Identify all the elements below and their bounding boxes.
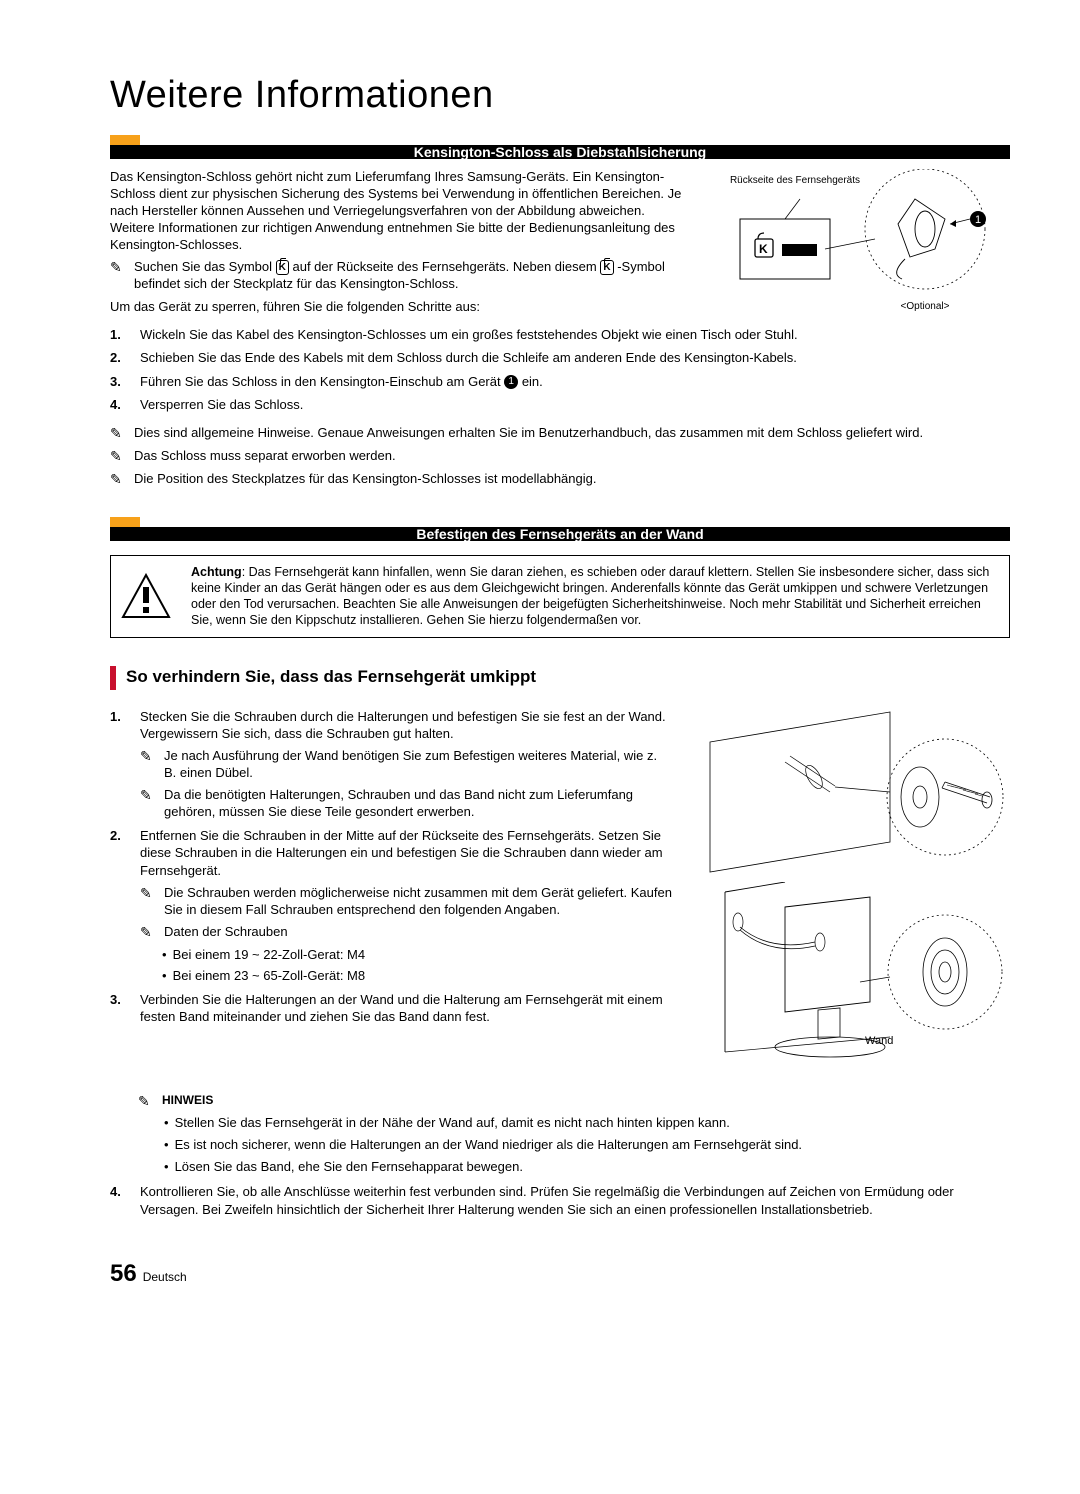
note-icon: ✎: [138, 1092, 156, 1111]
note-dowel: ✎Je nach Ausführung der Wand benötigen S…: [140, 747, 672, 782]
svg-text:K: K: [759, 242, 768, 256]
svg-text:<Optional>: <Optional>: [901, 301, 950, 312]
section-heading-text: Befestigen des Fernsehgeräts an der Wand: [110, 527, 1010, 541]
sec1-intro: Das Kensington-Schloss gehört nicht zum …: [110, 169, 692, 253]
svg-text:1: 1: [975, 214, 981, 226]
callout-1-icon: 1: [504, 375, 518, 389]
note-symbol-location: ✎ Suchen Sie das Symbol K auf der Rückse…: [110, 258, 692, 293]
section-heading-kensington: Kensington-Schloss als Diebstahlsicherun…: [110, 135, 1010, 159]
sec1-lead: Um das Gerät zu sperren, führen Sie die …: [110, 299, 692, 316]
section-heading-text: Kensington-Schloss als Diebstahlsicherun…: [110, 145, 1010, 159]
warning-text: Achtung: Das Fernsehgerät kann hinfallen…: [181, 556, 1009, 637]
note-screws-not-included: ✎Die Schrauben werden möglicherweise nic…: [140, 884, 672, 919]
step-3: 3. Führen Sie das Schloss in den Kensing…: [110, 373, 1010, 391]
chapter-title: Weitere Informationen: [110, 70, 1010, 121]
step3-3: 3. Verbinden Sie die Halterungen an der …: [110, 991, 672, 1026]
step3-4: 4.Kontrollieren Sie, ob alle Anschlüsse …: [110, 1183, 1010, 1218]
bullet-m4: •Bei einem 19 ~ 22-Zoll-Gerat: M4: [140, 946, 672, 964]
subsection-heading-tipover: So verhindern Sie, dass das Fernsehgerät…: [110, 666, 1010, 690]
step-4: 4.Versperren Sie das Schloss.: [110, 396, 1010, 414]
section-heading-wall: Befestigen des Fernsehgeräts an der Wand: [110, 517, 1010, 541]
note-general: ✎Dies sind allgemeine Hinweise. Genaue A…: [110, 424, 1010, 443]
note-icon: ✎: [140, 786, 158, 821]
note-screw-data: ✎Daten der Schrauben: [140, 923, 672, 942]
hinweis-c: •Lösen Sie das Band, ehe Sie den Fernseh…: [110, 1158, 1010, 1176]
wall-mount-diagram-2: Wand: [690, 882, 1010, 1082]
kensington-symbol-icon: K: [276, 260, 289, 276]
note-icon: ✎: [110, 258, 128, 293]
note-icon: ✎: [140, 747, 158, 782]
step-2: 2.Schieben Sie das Ende des Kabels mit d…: [110, 349, 1010, 367]
bullet-m8: •Bei einem 23 ~ 65-Zoll-Gerät: M8: [140, 967, 672, 985]
note-icon: ✎: [110, 470, 128, 489]
note-position: ✎Die Position des Steckplatzes für das K…: [110, 470, 1010, 489]
kensington-diagram: K Rückseite des Fernsehgeräts 1: [710, 169, 1010, 319]
svg-text:Wand: Wand: [865, 1035, 893, 1047]
svg-text:Rückseite des Fernsehgeräts: Rückseite des Fernsehgeräts: [730, 175, 860, 186]
note-icon: ✎: [140, 923, 158, 942]
hinweis-b: •Es ist noch sicherer, wenn die Halterun…: [110, 1136, 1010, 1154]
note-icon: ✎: [140, 884, 158, 919]
note-icon: ✎: [110, 447, 128, 466]
note-parts: ✎Da die benötigten Halterungen, Schraube…: [140, 786, 672, 821]
note-icon: ✎: [110, 424, 128, 443]
hinweis-block: ✎ HINWEIS: [138, 1092, 1010, 1111]
warning-box: Achtung: Das Fernsehgerät kann hinfallen…: [110, 555, 1010, 638]
manual-page: Weitere Informationen Kensington-Schloss…: [0, 0, 1080, 1331]
hinweis-a: •Stellen Sie das Fernsehgerät in der Näh…: [110, 1114, 1010, 1132]
note-separate: ✎Das Schloss muss separat erworben werde…: [110, 447, 1010, 466]
kensington-symbol-icon: K: [600, 260, 613, 276]
step3-1: 1. Stecken Sie die Schrauben durch die H…: [110, 708, 672, 821]
wall-mount-diagram-1: [690, 702, 1010, 882]
step3-2: 2. Entfernen Sie die Schrauben in der Mi…: [110, 827, 672, 985]
page-number: 56 Deutsch: [110, 1258, 1010, 1290]
warning-icon: [111, 556, 181, 637]
step-1: 1.Wickeln Sie das Kabel des Kensington-S…: [110, 326, 1010, 344]
